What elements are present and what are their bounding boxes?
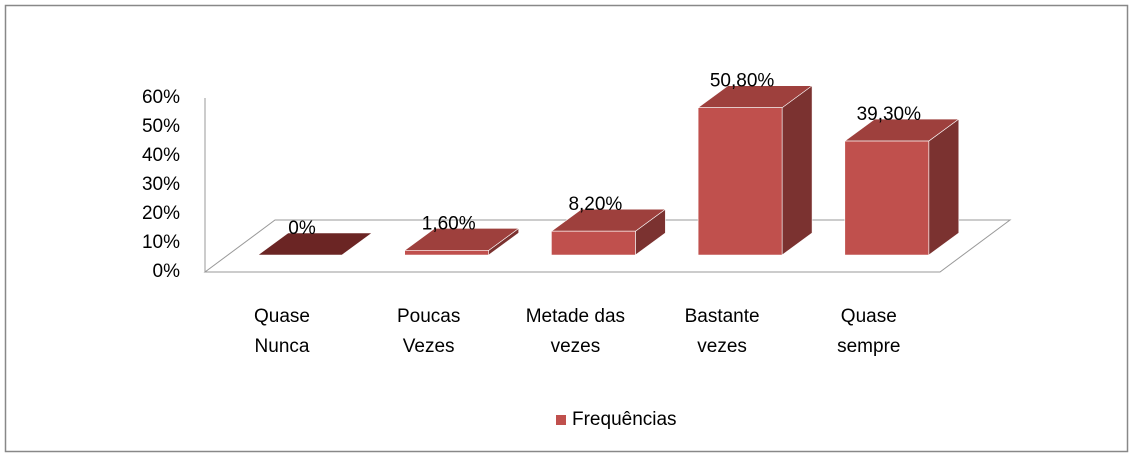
legend-swatch — [556, 415, 566, 425]
value-label: 1,60% — [422, 213, 476, 234]
y-tick-label: 30% — [142, 174, 180, 195]
bar-front — [697, 107, 783, 256]
bar-front — [404, 250, 490, 256]
y-tick-label: 40% — [142, 145, 180, 166]
bar — [550, 208, 667, 256]
y-tick-label: 10% — [142, 232, 180, 253]
bar — [697, 85, 814, 256]
value-label: 39,30% — [857, 104, 922, 125]
bar-side — [781, 85, 813, 256]
y-tick-label: 50% — [142, 116, 180, 137]
x-tick-label: Quase Nunca — [254, 306, 310, 357]
value-label: 8,20% — [568, 194, 622, 215]
frame — [4, 4, 1129, 453]
x-tick-label: Quase sempre — [837, 306, 901, 357]
bar-side — [928, 118, 960, 256]
x-tick-label: Poucas Vezes — [397, 306, 461, 357]
bar-front — [551, 230, 636, 256]
bar-front — [844, 140, 930, 256]
y-tick-label: 0% — [153, 261, 181, 282]
y-tick-label: 20% — [142, 203, 180, 224]
bar — [403, 227, 520, 256]
x-tick-label: Bastante vezes — [684, 306, 760, 357]
bar — [257, 232, 373, 256]
y-tick-label: 60% — [142, 87, 180, 108]
value-label: 0% — [288, 218, 316, 239]
legend-label: Frequências — [572, 409, 677, 430]
x-tick-label: Metade das vezes — [525, 306, 626, 357]
bar — [843, 118, 960, 256]
bar-top — [257, 232, 373, 256]
value-label: 50,80% — [710, 71, 775, 92]
